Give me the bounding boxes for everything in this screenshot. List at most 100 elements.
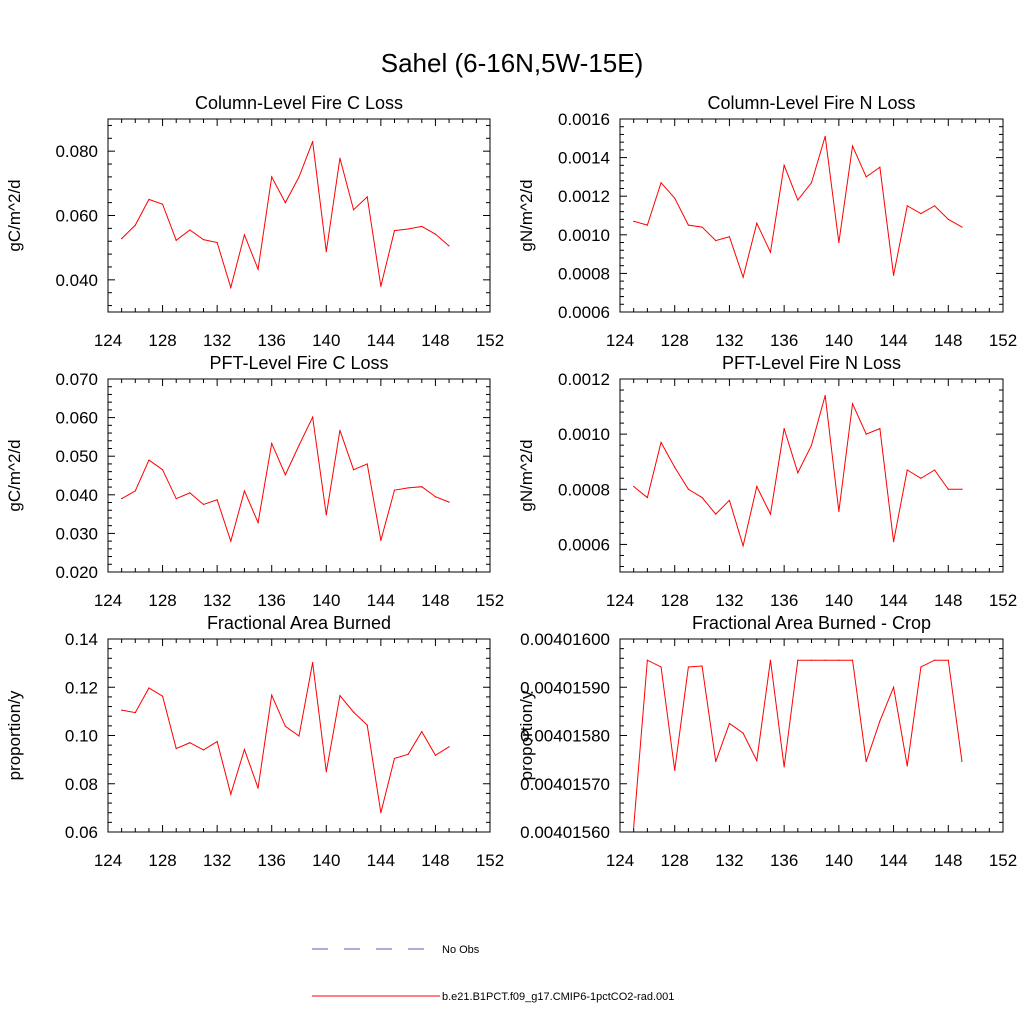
y-tick-label: 0.14 (65, 630, 98, 649)
data-point (366, 724, 368, 726)
x-tick-label: 132 (203, 331, 231, 350)
x-tick-label: 128 (148, 591, 176, 610)
data-point (961, 760, 963, 763)
x-tick-label: 148 (934, 331, 962, 350)
data-point (715, 513, 717, 515)
x-tick-label: 152 (476, 331, 504, 350)
data-point (161, 203, 164, 205)
y-tick-label: 0.0016 (558, 110, 610, 129)
x-tick-label: 124 (606, 851, 634, 870)
data-point (134, 490, 136, 492)
x-tick-label: 140 (312, 591, 340, 610)
data-point (230, 286, 232, 289)
data-point (284, 474, 286, 476)
data-point (934, 205, 936, 207)
data-point (920, 666, 922, 668)
series-line (121, 662, 450, 813)
data-point (339, 695, 341, 697)
panel-1: Column-Level Fire C Loss 124 128 132 136 140 1… (5, 93, 504, 350)
data-point (189, 492, 191, 494)
data-point (284, 725, 286, 727)
data-point (257, 787, 259, 789)
data-point (339, 429, 341, 431)
y-axis-label: gN/m^2/d (517, 439, 536, 511)
plot-frame (107, 118, 491, 313)
x-tick-label: 152 (989, 851, 1017, 870)
y-tick-label: 0.0006 (558, 303, 610, 322)
data-point (216, 740, 218, 743)
data-point (879, 720, 881, 722)
data-point (947, 488, 949, 490)
data-point (421, 225, 423, 228)
data-point (742, 732, 744, 734)
data-point (674, 197, 676, 199)
data-point (646, 224, 648, 226)
panel-title: PFT-Level Fire C Loss (209, 353, 388, 373)
data-point (352, 469, 355, 471)
x-tick-label: 132 (715, 591, 743, 610)
y-tick-label: 0.12 (65, 678, 98, 697)
panel-title: Fractional Area Burned - Crop (692, 613, 931, 633)
y-tick-label: 0.0010 (558, 226, 610, 245)
data-point (393, 230, 396, 232)
data-point (728, 499, 731, 501)
data-point (838, 241, 840, 244)
x-tick-label: 132 (203, 851, 231, 870)
data-point (202, 749, 205, 751)
data-point (851, 145, 854, 147)
data-point (216, 241, 218, 244)
x-tick-label: 152 (476, 591, 504, 610)
data-point (961, 488, 963, 490)
data-point (934, 469, 936, 471)
data-point (148, 198, 150, 201)
y-tick-label: 0.10 (65, 727, 98, 746)
y-tick-label: 0.06 (65, 823, 98, 842)
x-tick-label: 140 (825, 851, 853, 870)
panel-5: Fractional Area Burned 124 128 132 136 140 144… (5, 613, 504, 870)
data-point (769, 513, 772, 515)
data-point (366, 463, 368, 465)
x-tick-label: 148 (934, 591, 962, 610)
panel-3: PFT-Level Fire C Loss 124 128 132 136 140 144 1… (5, 353, 504, 610)
data-point (298, 444, 300, 446)
data-point (380, 539, 382, 541)
y-axis-label: gC/m^2/d (5, 179, 24, 251)
x-tick-label: 124 (94, 331, 122, 350)
x-tick-label: 124 (606, 331, 634, 350)
x-tick-label: 152 (476, 851, 504, 870)
panel-title: Column-Level Fire C Loss (195, 93, 403, 113)
data-point (646, 659, 648, 661)
data-point (865, 760, 867, 763)
y-tick-label: 0.00401580 (520, 727, 610, 746)
x-tick-label: 128 (661, 331, 689, 350)
series-line (121, 141, 450, 290)
x-tick-label: 128 (148, 851, 176, 870)
data-point (189, 742, 191, 744)
data-point (202, 239, 205, 241)
x-tick-label: 124 (94, 591, 122, 610)
x-tick-label: 148 (421, 331, 449, 350)
x-tick-label: 148 (421, 851, 449, 870)
data-point (742, 276, 744, 278)
y-tick-label: 0.0010 (558, 425, 610, 444)
data-point (742, 545, 744, 547)
y-tick-label: 0.08 (65, 775, 98, 794)
x-tick-label: 140 (312, 851, 340, 870)
data-point (810, 444, 813, 446)
y-tick-label: 0.0012 (558, 187, 610, 206)
x-tick-label: 140 (825, 591, 853, 610)
data-point (366, 196, 368, 198)
y-tick-label: 0.060 (55, 207, 98, 226)
x-tick-label: 136 (770, 851, 798, 870)
data-point (325, 514, 327, 516)
data-point (121, 498, 123, 500)
data-point (134, 711, 136, 714)
data-point (284, 202, 286, 204)
data-point (230, 793, 232, 795)
x-tick-label: 144 (367, 851, 395, 870)
y-axis-label: proportion/y (5, 690, 24, 780)
data-point (298, 176, 300, 178)
data-point (243, 234, 246, 236)
data-point (851, 403, 854, 405)
series-line (121, 415, 450, 543)
